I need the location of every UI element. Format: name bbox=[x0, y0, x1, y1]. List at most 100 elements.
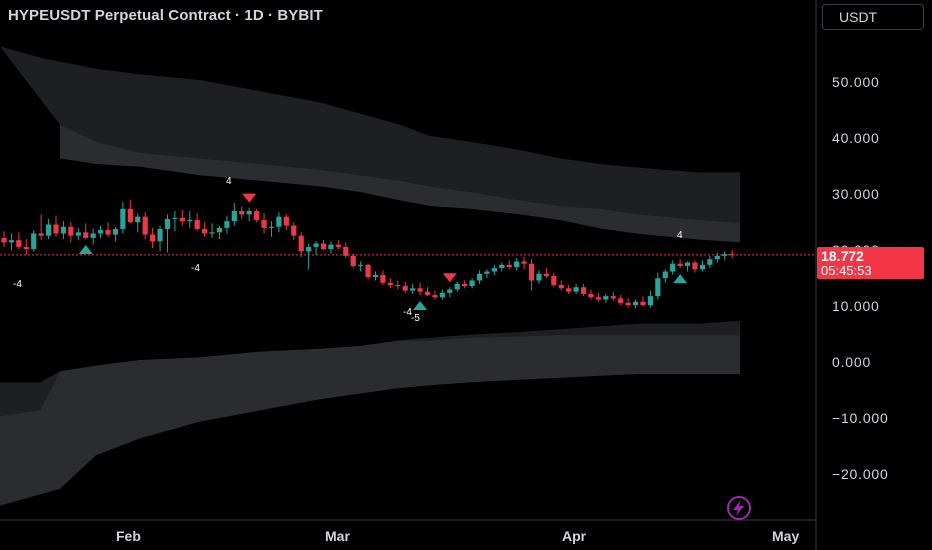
candle-body bbox=[603, 296, 609, 300]
candle-body bbox=[120, 208, 126, 229]
price-tick: 50.000 bbox=[832, 74, 880, 90]
candle-body bbox=[573, 287, 579, 292]
upper-outer-band bbox=[0, 46, 740, 223]
candle-body bbox=[83, 232, 89, 238]
time-label-apr: Apr bbox=[562, 528, 587, 544]
candle-body bbox=[692, 262, 698, 270]
candle-body bbox=[380, 274, 386, 283]
candle-body bbox=[499, 264, 505, 269]
lower-inner-band bbox=[0, 320, 740, 416]
upper-inner-band bbox=[60, 124, 740, 243]
candle-body bbox=[328, 244, 334, 250]
candle-body bbox=[439, 292, 445, 298]
candle-body bbox=[424, 291, 431, 296]
candle-body bbox=[350, 255, 356, 266]
candle-body bbox=[60, 226, 67, 234]
candle-body bbox=[551, 276, 557, 285]
candle-body bbox=[261, 220, 267, 228]
count-label: -5 bbox=[411, 313, 420, 324]
buy-signal-marker bbox=[78, 245, 93, 255]
count-label: -4 bbox=[13, 279, 22, 290]
candle-body bbox=[580, 287, 587, 294]
candle-body bbox=[707, 259, 713, 265]
candle-body bbox=[662, 271, 668, 279]
time-label-feb: Feb bbox=[116, 528, 141, 544]
candle-body bbox=[179, 217, 185, 222]
candle-body bbox=[268, 226, 275, 228]
candle-body bbox=[23, 246, 29, 250]
candle-body bbox=[618, 298, 624, 303]
candle-body bbox=[506, 264, 512, 268]
candle-body bbox=[31, 233, 37, 250]
candle-body bbox=[714, 255, 720, 260]
sell-signal-marker bbox=[242, 193, 257, 203]
candle-body bbox=[105, 230, 111, 235]
candle-body bbox=[395, 284, 401, 287]
price-tick: 0.000 bbox=[832, 354, 872, 370]
candle-body bbox=[298, 235, 304, 252]
candle-body bbox=[97, 230, 104, 234]
candle-body bbox=[16, 240, 22, 247]
last-price-tag: 18.772 05:45:53 bbox=[817, 247, 924, 279]
price-tick: −20.000 bbox=[832, 466, 889, 482]
candle-body bbox=[320, 243, 327, 250]
candle-body bbox=[543, 273, 549, 276]
candle-body bbox=[476, 273, 483, 281]
buy-signal-marker bbox=[413, 301, 428, 311]
candle-body bbox=[246, 211, 252, 215]
lower-outer-band bbox=[0, 334, 740, 506]
candle-body bbox=[202, 228, 208, 234]
candle-body bbox=[135, 216, 141, 223]
price-tick: 40.000 bbox=[832, 130, 880, 146]
candle-body bbox=[610, 296, 616, 299]
last-price: 18.772 bbox=[821, 248, 864, 264]
candle-body bbox=[8, 240, 15, 243]
candle-body bbox=[283, 216, 289, 226]
candle-body bbox=[372, 274, 379, 278]
price-tick: 30.000 bbox=[832, 186, 880, 202]
candle-body bbox=[566, 288, 572, 292]
candle-body bbox=[528, 263, 535, 281]
candle-body bbox=[402, 286, 408, 291]
count-label: -4 bbox=[403, 307, 412, 318]
currency-button[interactable]: USDT bbox=[822, 4, 924, 30]
candle-body bbox=[164, 218, 171, 229]
candle-body bbox=[254, 211, 260, 220]
candle-body bbox=[521, 261, 527, 264]
candle-body bbox=[410, 288, 416, 291]
candle-body bbox=[276, 216, 282, 227]
sell-signal-marker bbox=[442, 273, 457, 283]
candle-body bbox=[655, 278, 661, 297]
candle-body bbox=[625, 302, 631, 306]
buy-signal-marker bbox=[673, 274, 688, 284]
price-tick: 10.000 bbox=[832, 298, 880, 314]
candle-body bbox=[677, 263, 683, 266]
candle-body bbox=[454, 283, 460, 290]
candle-body bbox=[313, 243, 319, 247]
candle-body bbox=[595, 297, 601, 300]
candle-body bbox=[387, 282, 393, 285]
lightning-icon[interactable] bbox=[722, 495, 756, 521]
candle-body bbox=[588, 293, 594, 298]
candle-body bbox=[432, 295, 438, 298]
candle-body bbox=[306, 246, 312, 252]
candle-body bbox=[239, 211, 245, 215]
candle-body bbox=[75, 232, 81, 236]
candle-body bbox=[462, 283, 468, 287]
candle-body bbox=[343, 246, 349, 256]
time-label-may: May bbox=[772, 528, 800, 544]
price-tick: −10.000 bbox=[832, 410, 889, 426]
candle-body bbox=[632, 301, 639, 306]
candle-body bbox=[647, 296, 654, 306]
candle-body bbox=[38, 233, 44, 236]
candle-body bbox=[150, 234, 156, 242]
candle-body bbox=[68, 226, 74, 236]
candle-body bbox=[365, 264, 371, 278]
symbol-title[interactable]: HYPEUSDT Perpetual Contract · 1D · BYBIT bbox=[8, 7, 323, 24]
candle-body bbox=[699, 264, 706, 270]
bar-countdown: 05:45:53 bbox=[821, 263, 872, 278]
candle-body bbox=[722, 254, 728, 256]
candle-body bbox=[90, 233, 96, 238]
candle-body bbox=[172, 217, 178, 219]
